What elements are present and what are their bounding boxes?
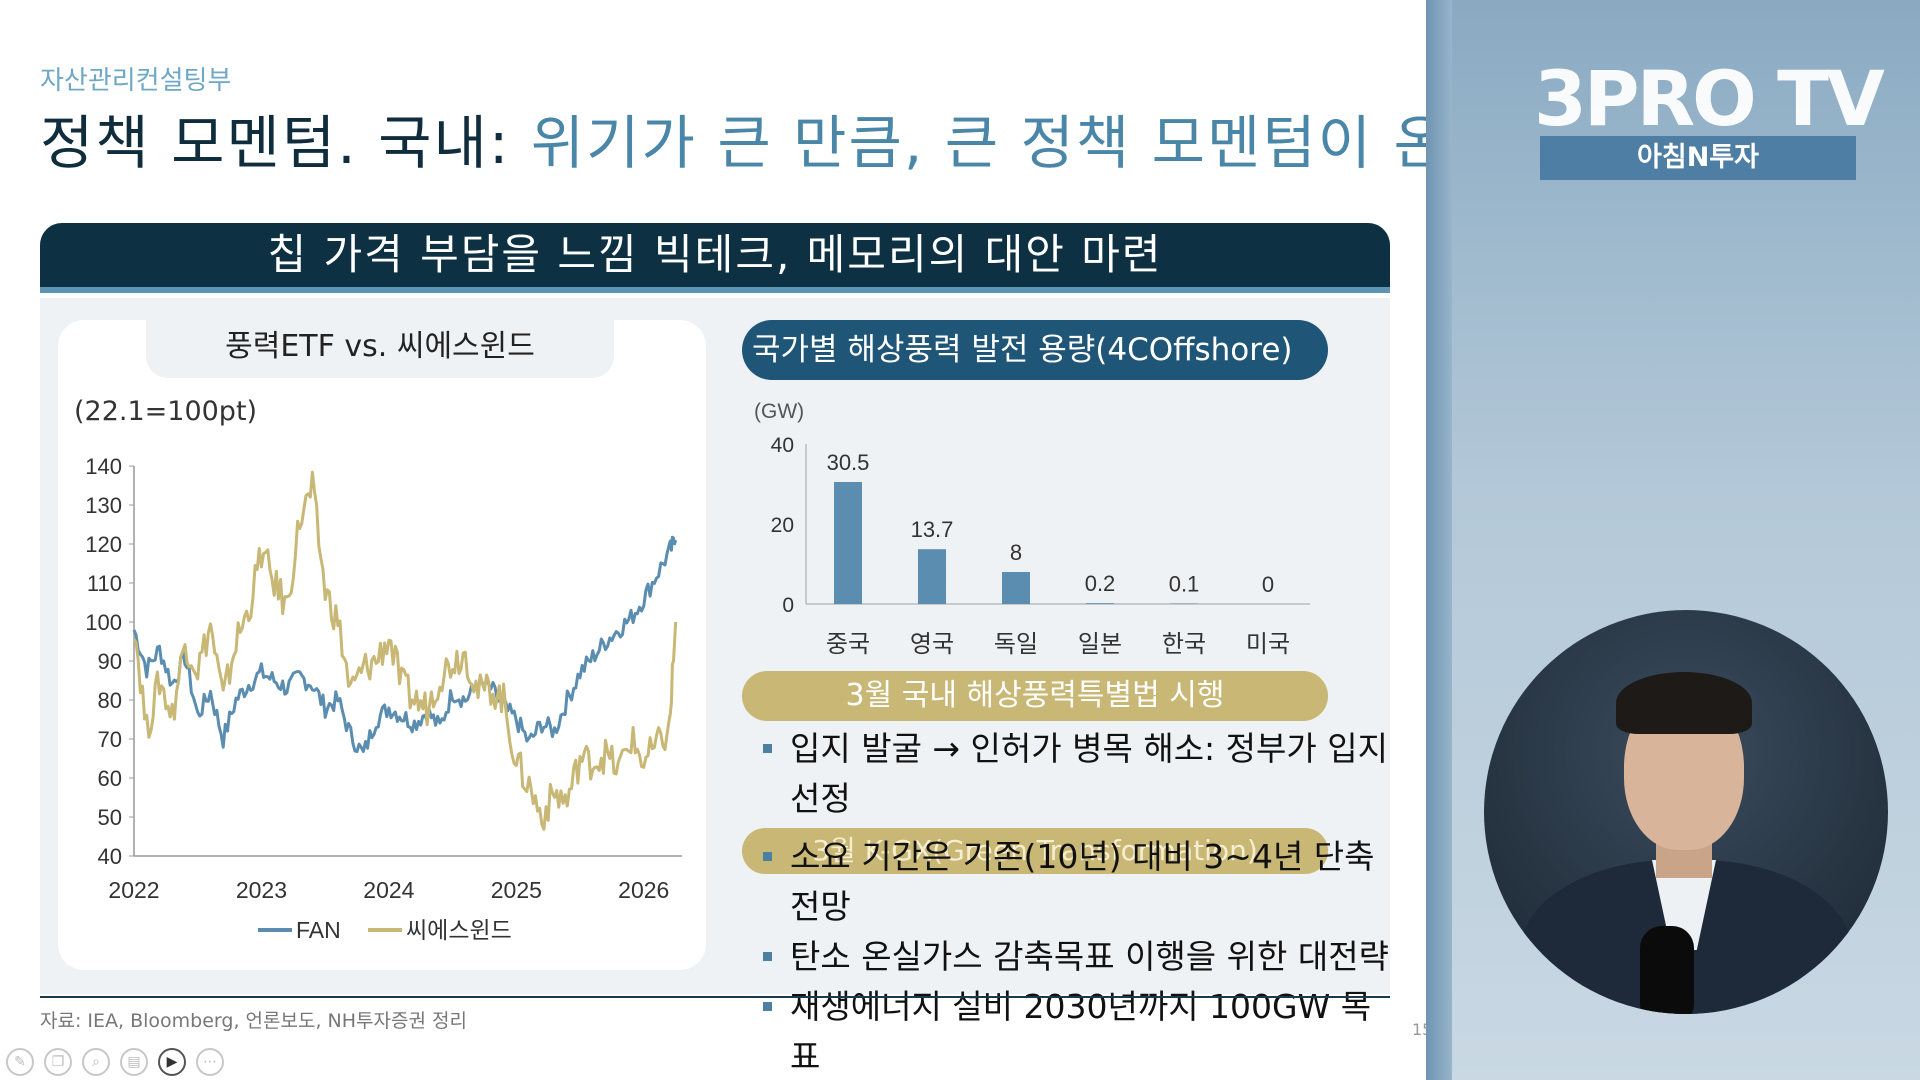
presenter-hair (1616, 672, 1752, 734)
source-note: 자료: IEA, Bloomberg, 언론보도, NH투자증권 정리 (40, 1010, 467, 1032)
bar-1 (918, 549, 946, 604)
policy-pill-kgx: 3월 K-GX(Green Transformation) (742, 828, 1328, 874)
data-label: 0.2 (1085, 571, 1116, 596)
y-tick-label: 140 (85, 454, 122, 479)
bullet-item-carbon: 탄소 온실가스 감축목표 이행을 위한 대전략 (760, 932, 1400, 982)
y-tick-label: 50 (98, 805, 122, 830)
y-tick-label: 0 (782, 594, 794, 617)
x-tick-label: 2025 (491, 877, 542, 903)
more-icon[interactable]: ⋯ (196, 1048, 224, 1076)
offshore-wind-bar-chart: (GW) 0 20 40 30.5 중국 13.7 영국 8 독일 0.2 일본 0.1 한국 0 미국 (754, 400, 1310, 658)
slide-title-dark: 정책 모멘텀. 국내: (40, 109, 511, 177)
legend-label: FAN (296, 917, 341, 943)
y-tick-label: 90 (98, 649, 122, 674)
data-label: 30.5 (827, 450, 870, 475)
legend-label: 씨에스윈드 (406, 917, 512, 943)
y-tick-label: 110 (87, 571, 122, 596)
presentation-slide: 자산관리컨설팅부 정책 모멘텀. 국내: 위기가 큰 만큼, 큰 정책 모멘텀이… (0, 66, 1433, 1080)
slideshow-toolbar: ✎ ❐ ⌕ ▤ ▶ ⋯ (0, 1048, 224, 1078)
camera-icon[interactable]: ▶ (158, 1048, 186, 1076)
y-tick-label: 120 (85, 532, 122, 557)
x-tick-label: 2022 (108, 877, 159, 903)
x-tick-label: 2026 (618, 877, 669, 903)
slide-title: 정책 모멘텀. 국내: 위기가 큰 만큼, 큰 정책 모멘텀이 온 (40, 96, 1426, 180)
bullet-item-target: 재생에너지 설비 2030년까지 100GW 목표 (760, 982, 1400, 1080)
pen-icon[interactable]: ✎ (6, 1048, 34, 1076)
policy-bullet-list: 입지 발굴 → 인허가 병목 해소: 정부가 입지 선정 소요 기간은 기존(1… (760, 724, 1400, 1080)
y-tick-label: 40 (98, 844, 122, 869)
bullet-item-duration: 소요 기간은 기존(10년) 대비 3~4년 단축 전망 (760, 832, 1400, 932)
copy-icon[interactable]: ❐ (44, 1048, 72, 1076)
series-line-fan (132, 535, 678, 754)
channel-logo: 3PRO TV (1534, 54, 1885, 143)
y-tick-label: 100 (85, 610, 122, 635)
series-line-cswind (132, 470, 678, 831)
data-label: 13.7 (911, 517, 954, 542)
slide-title-teal: 위기가 큰 만큼, 큰 정책 모멘텀이 온 (510, 109, 1426, 177)
sidebar-edge (1426, 0, 1452, 1080)
x-tick-label: 2024 (363, 877, 414, 903)
y-tick-label: 60 (98, 766, 122, 791)
bar-chart-title: 국가별 해상풍력 발전 용량(4COffshore) (742, 320, 1328, 380)
category-label: 미국 (1246, 630, 1290, 658)
presenter-video (1484, 610, 1888, 1014)
footer-divider (40, 996, 1390, 998)
line-chart-title: 풍력ETF vs. 씨에스윈드 (146, 320, 614, 378)
category-label: 일본 (1078, 630, 1122, 658)
x-tick-label: 2023 (236, 877, 287, 903)
microphone-icon (1640, 926, 1694, 1014)
y-tick-label: 80 (98, 688, 122, 713)
bar-0 (834, 482, 862, 604)
y-tick-label: 40 (771, 434, 794, 457)
bar-3 (1086, 603, 1114, 604)
wind-etf-line-chart: 40 50 60 70 80 90 100 110 120 130 140 2022 2023 2024 2… (85, 454, 682, 943)
bar-2 (1002, 572, 1030, 604)
data-label: 0 (1262, 572, 1274, 597)
zoom-icon[interactable]: ⌕ (82, 1048, 110, 1076)
category-label: 한국 (1162, 630, 1206, 658)
category-label: 독일 (994, 630, 1038, 658)
headline-banner: 칩 가격 부담을 느낌 빅테크, 메모리의 대안 마련 (40, 223, 1390, 293)
policy-pill-special-act: 3월 국내 해상풍력특별법 시행 (742, 671, 1328, 721)
y-tick-label: 20 (771, 514, 794, 537)
data-label: 0.1 (1169, 572, 1200, 597)
department-label: 자산관리컨설팅부 (40, 66, 232, 96)
line-chart-subtitle: (22.1=100pt) (74, 396, 258, 427)
y-tick-label: 70 (98, 727, 122, 752)
data-label: 8 (1010, 540, 1022, 565)
category-label: 중국 (826, 630, 870, 658)
category-label: 영국 (910, 630, 954, 658)
subtitle-icon[interactable]: ▤ (120, 1048, 148, 1076)
program-name: 아침N투자 (1540, 136, 1856, 180)
y-axis-unit: (GW) (754, 400, 804, 423)
bullet-item-siting: 입지 발굴 → 인허가 병목 해소: 정부가 입지 선정 (760, 724, 1400, 824)
y-tick-label: 130 (85, 493, 122, 518)
